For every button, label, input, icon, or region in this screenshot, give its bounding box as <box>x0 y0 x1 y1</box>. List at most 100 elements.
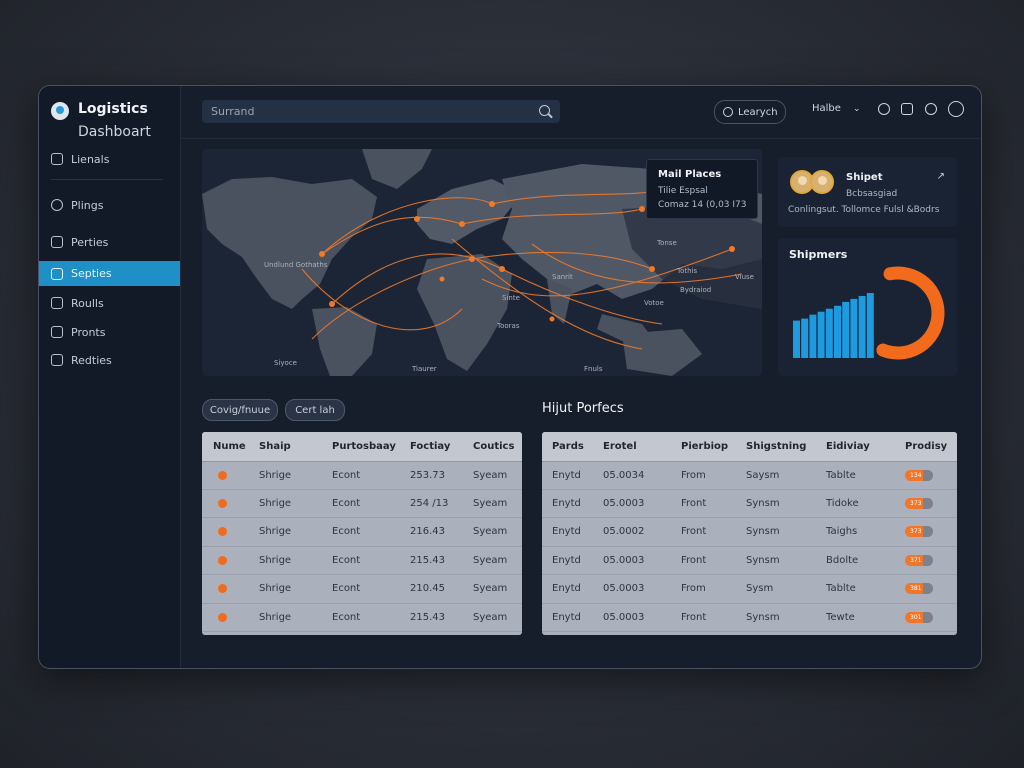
table-cell <box>213 518 227 546</box>
logo-icon <box>51 102 69 120</box>
sidebar-item-pronts[interactable]: Pronts <box>39 320 180 344</box>
search-button[interactable]: Learych <box>714 100 786 124</box>
arrow-up-right-icon[interactable]: ↗ <box>936 171 945 182</box>
status-dot <box>218 527 227 537</box>
chart-bar <box>866 293 874 358</box>
status-dot <box>218 498 227 508</box>
table-row[interactable]: Enytd 05.0002 Front Synsm Taighs 373 <box>542 518 957 547</box>
sidebar-item-plings[interactable]: Plings <box>39 193 180 217</box>
column-header[interactable]: Erotel <box>603 441 637 452</box>
tooltip-title: Mail Places <box>658 169 722 180</box>
shield-icon[interactable] <box>901 103 913 115</box>
table-cell: Shrige <box>259 611 292 623</box>
table-row[interactable]: Shrige Econt 215.43 Syeam <box>202 546 522 576</box>
status-badge: 373 <box>905 497 933 509</box>
table-cell: Tablte <box>826 583 856 595</box>
shipper-card[interactable]: Shipet Bcbsasgiad Conlingsut. Tollomce F… <box>778 157 957 227</box>
search-input[interactable] <box>202 100 531 123</box>
sidebar-item-perties[interactable]: Perties <box>39 230 180 254</box>
column-header[interactable]: Coutics <box>473 441 515 452</box>
table-cell <box>213 489 227 517</box>
table-row[interactable]: Shrige Econt 215.43 Syeam <box>202 603 522 632</box>
table-row[interactable]: Shrige Econt 253.73 Syeam <box>202 461 522 490</box>
sidebar-item-lienals[interactable]: Lienals <box>39 147 180 171</box>
right-table: Pards Erotel Pierbiop Shigstning Eidiviay Pro… <box>542 432 957 635</box>
table-cell: Enytd <box>552 469 581 481</box>
table-cell: 05.0003 <box>603 497 645 509</box>
map-label: Siyoce <box>274 359 297 367</box>
table-cell: 05.0003 <box>603 554 645 566</box>
table-cell: Syeam <box>473 583 508 595</box>
sidebar-item-roulls[interactable]: Roulls <box>39 291 180 315</box>
sidebar-item-label: Redties <box>71 353 112 367</box>
table-cell: 373 <box>905 518 933 546</box>
column-header[interactable]: Shigstning <box>746 441 807 452</box>
table-cell: 05.0002 <box>603 526 645 538</box>
table-row[interactable]: Shrige Econt 254 /13 Syeam <box>202 489 522 519</box>
chart-bar <box>809 314 817 358</box>
sidebar-item-label: Septies <box>71 267 112 280</box>
world-map[interactable] <box>202 149 762 376</box>
status-badge: 301 <box>905 611 933 623</box>
table-cell: Enytd <box>552 497 581 509</box>
column-header[interactable]: Foctiay <box>410 441 451 452</box>
table-cell: 05.0003 <box>603 611 645 623</box>
table-cell: Econt <box>332 611 361 623</box>
chat-icon[interactable] <box>925 103 937 115</box>
shipments-chart-card: Shipmers <box>778 238 957 376</box>
table-row[interactable]: Shrige Econt 210.45 Syeam <box>202 575 522 604</box>
table-row[interactable]: Enytd 05.0003 Front Synsm Tidoke 373 <box>542 489 957 519</box>
table-row[interactable]: Enytd 05.0003 Front Synsm Tewte 301 <box>542 603 957 632</box>
table-cell: Shrige <box>259 554 292 566</box>
column-header[interactable]: Eidiviay <box>826 441 870 452</box>
table-cell: Shrige <box>259 469 292 481</box>
column-header[interactable]: Pierbiop <box>681 441 729 452</box>
column-header[interactable]: Purtosbaay <box>332 441 396 452</box>
table-row[interactable]: Enytd 05.0003 From Sysm Tablte 381 <box>542 575 957 604</box>
progress-ring <box>876 266 945 360</box>
chart-title: Shipmers <box>789 248 848 261</box>
table-cell: Synsm <box>746 526 780 538</box>
bell-icon[interactable] <box>878 103 890 115</box>
sidebar: Logistics Dashboart Lienals Plings Perti… <box>39 86 181 668</box>
map-label: Tooras <box>497 322 520 330</box>
map-label: Viuse <box>735 273 754 281</box>
table-row[interactable]: Shrige Econt 216.43 Syeam <box>202 518 522 547</box>
sidebar-item-label: Lienals <box>71 152 110 166</box>
table-cell: Shrige <box>259 497 292 509</box>
column-header[interactable]: Prodisy <box>905 441 948 452</box>
column-header[interactable]: Nume <box>213 441 246 452</box>
user-icon[interactable] <box>948 101 964 117</box>
pen-icon <box>51 354 63 366</box>
table-cell: Enytd <box>552 526 581 538</box>
column-header[interactable]: Shaip <box>259 441 291 452</box>
table-cell: 301 <box>905 603 933 631</box>
table-cell <box>213 603 227 631</box>
sidebar-item-label: Pronts <box>71 325 106 339</box>
table-cell: 253.73 <box>410 469 445 481</box>
table-cell: Syeam <box>473 554 508 566</box>
chart-bar <box>817 311 825 358</box>
table-row[interactable]: Enytd 05.0003 Front Synsm Bdolte 371 <box>542 546 957 576</box>
sidebar-item-septies[interactable]: Septies <box>39 261 180 286</box>
filter-chip[interactable]: Cert lah <box>285 399 345 421</box>
tooltip-line: Comaz 14 (0,03 I73 <box>658 200 747 210</box>
chart-bar <box>850 298 858 358</box>
table-row[interactable]: Enytd 05.0034 From Saysm Tablte 134 <box>542 461 957 490</box>
chart-bar <box>793 320 800 358</box>
map-label: Bydraiod <box>680 286 712 294</box>
sidebar-item-redties[interactable]: Redties <box>39 348 180 372</box>
table-cell: Enytd <box>552 611 581 623</box>
table-cell: 381 <box>905 575 933 603</box>
search-icon[interactable] <box>539 105 550 116</box>
table-cell: From <box>681 469 706 481</box>
filter-chip[interactable]: Covig/fnuue <box>202 399 278 421</box>
user-menu[interactable]: Halbe ⌄ <box>812 103 860 114</box>
world-map-card: Undlund Gothaths Tonse Tothis Sanrit Vot… <box>202 149 762 376</box>
table-cell: Enytd <box>552 554 581 566</box>
table-cell: 216.43 <box>410 526 445 538</box>
status-badge: 373 <box>905 526 933 538</box>
topbar: Learych Halbe ⌄ <box>181 86 981 139</box>
avatar <box>810 170 834 194</box>
column-header[interactable]: Pards <box>552 441 584 452</box>
